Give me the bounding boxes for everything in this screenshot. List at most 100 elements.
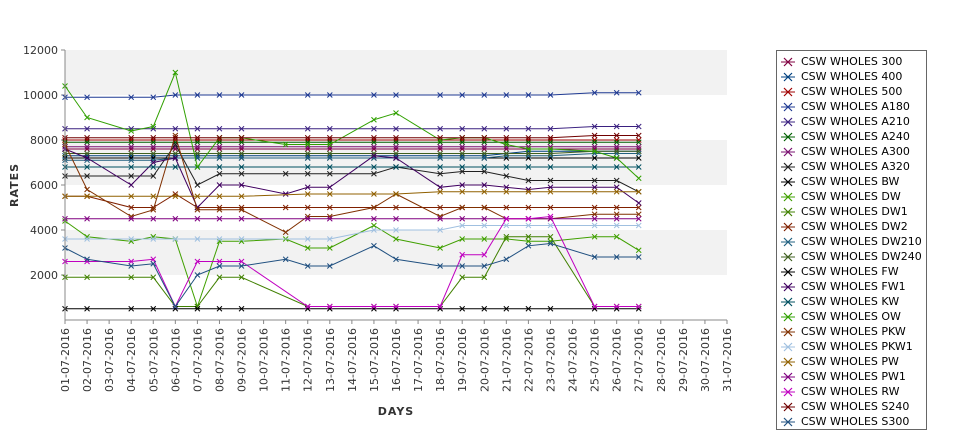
data-point [503, 204, 510, 211]
data-point [591, 146, 598, 152]
data-point [150, 236, 157, 242]
data-point [635, 123, 642, 130]
data-point [393, 150, 399, 157]
data-point [371, 204, 377, 211]
grid-band [65, 140, 727, 185]
data-point [635, 150, 642, 157]
data-point [150, 305, 157, 312]
data-point [525, 164, 532, 170]
data-point [481, 251, 488, 258]
data-point [481, 168, 488, 175]
data-point [172, 152, 179, 159]
data-point [613, 303, 620, 310]
data-point [326, 141, 333, 148]
data-point [172, 132, 179, 139]
data-point [150, 143, 157, 150]
legend-item: CSW WHOLES PKW [781, 324, 906, 339]
data-point [371, 305, 377, 312]
data-point [216, 182, 223, 188]
data-point [304, 245, 311, 251]
data-point [128, 173, 135, 179]
data-point [591, 211, 598, 218]
data-point [525, 148, 532, 155]
data-point [194, 182, 201, 188]
x-tick-label: 11-07-2016 [280, 328, 293, 392]
data-point [238, 155, 245, 161]
x-tick-label: 06-07-2016 [169, 328, 182, 392]
data-point [282, 191, 289, 197]
grid-band [65, 275, 727, 320]
data-point [635, 139, 642, 146]
x-tick-label: 09-07-2016 [236, 328, 249, 392]
data-point [172, 150, 179, 157]
legend-label: CSW WHOLES DW1 [801, 205, 908, 218]
legend-swatch [781, 312, 795, 321]
data-point [282, 141, 289, 148]
legend-label: CSW WHOLES PKW [801, 325, 906, 338]
data-point [613, 211, 620, 218]
legend-label: CSW WHOLES DW [801, 190, 901, 203]
data-point [238, 236, 245, 242]
data-point [150, 146, 157, 152]
data-point [238, 92, 245, 98]
legend-swatch [781, 297, 795, 306]
grid-band [65, 50, 727, 95]
data-point [326, 164, 333, 170]
series-csw-wholes-s240 [62, 132, 642, 141]
data-point [393, 110, 399, 116]
data-point [613, 143, 620, 150]
data-point [194, 152, 201, 159]
data-point [437, 137, 443, 143]
data-point [503, 233, 510, 240]
data-point [282, 204, 289, 211]
legend-label: CSW WHOLES RW [801, 385, 900, 398]
data-point [591, 188, 598, 195]
data-point [437, 146, 443, 152]
data-point [84, 274, 90, 281]
data-point [84, 114, 90, 121]
legend-label: CSW WHOLES PW1 [801, 370, 906, 383]
data-point [216, 150, 223, 157]
data-point [128, 139, 135, 146]
legend-swatch [781, 282, 795, 291]
data-point [459, 236, 466, 242]
legend-label: CSW WHOLES FW1 [801, 280, 906, 293]
data-point [613, 305, 620, 312]
x-tick-label: 08-07-2016 [213, 328, 226, 392]
data-point [393, 164, 399, 170]
data-point [150, 123, 157, 130]
data-point [371, 139, 377, 146]
data-point [326, 305, 333, 312]
data-point [503, 137, 510, 143]
data-point [459, 222, 466, 229]
data-point [194, 206, 201, 213]
data-point [216, 170, 223, 177]
x-tick-label: 27-07-2016 [633, 328, 646, 392]
data-point [459, 139, 466, 146]
legend-item: CSW WHOLES PW [781, 354, 899, 369]
data-point [591, 233, 598, 240]
data-point [459, 150, 466, 157]
y-tick-label: 6000 [30, 179, 58, 192]
x-tick-label: 01-07-2016 [59, 328, 72, 392]
data-point [437, 155, 443, 161]
series-csw-wholes-500 [62, 137, 642, 143]
data-point [503, 141, 510, 148]
legend-item: CSW WHOLES 300 [781, 54, 902, 69]
data-point [437, 139, 443, 146]
data-point [437, 213, 443, 220]
legend-label: CSW WHOLES A180 [801, 100, 910, 113]
legend-swatch [781, 237, 795, 246]
data-point [547, 184, 554, 191]
legend-label: CSW WHOLES 300 [801, 55, 903, 68]
data-point [437, 170, 443, 177]
data-point [282, 256, 289, 263]
data-point [238, 170, 245, 177]
data-point [481, 146, 488, 152]
legend-item: CSW WHOLES A180 [781, 99, 910, 114]
series-csw-wholes-a300 [62, 143, 642, 150]
data-point [547, 177, 554, 184]
data-point [172, 191, 179, 197]
data-point [437, 263, 443, 269]
data-point [128, 157, 135, 164]
